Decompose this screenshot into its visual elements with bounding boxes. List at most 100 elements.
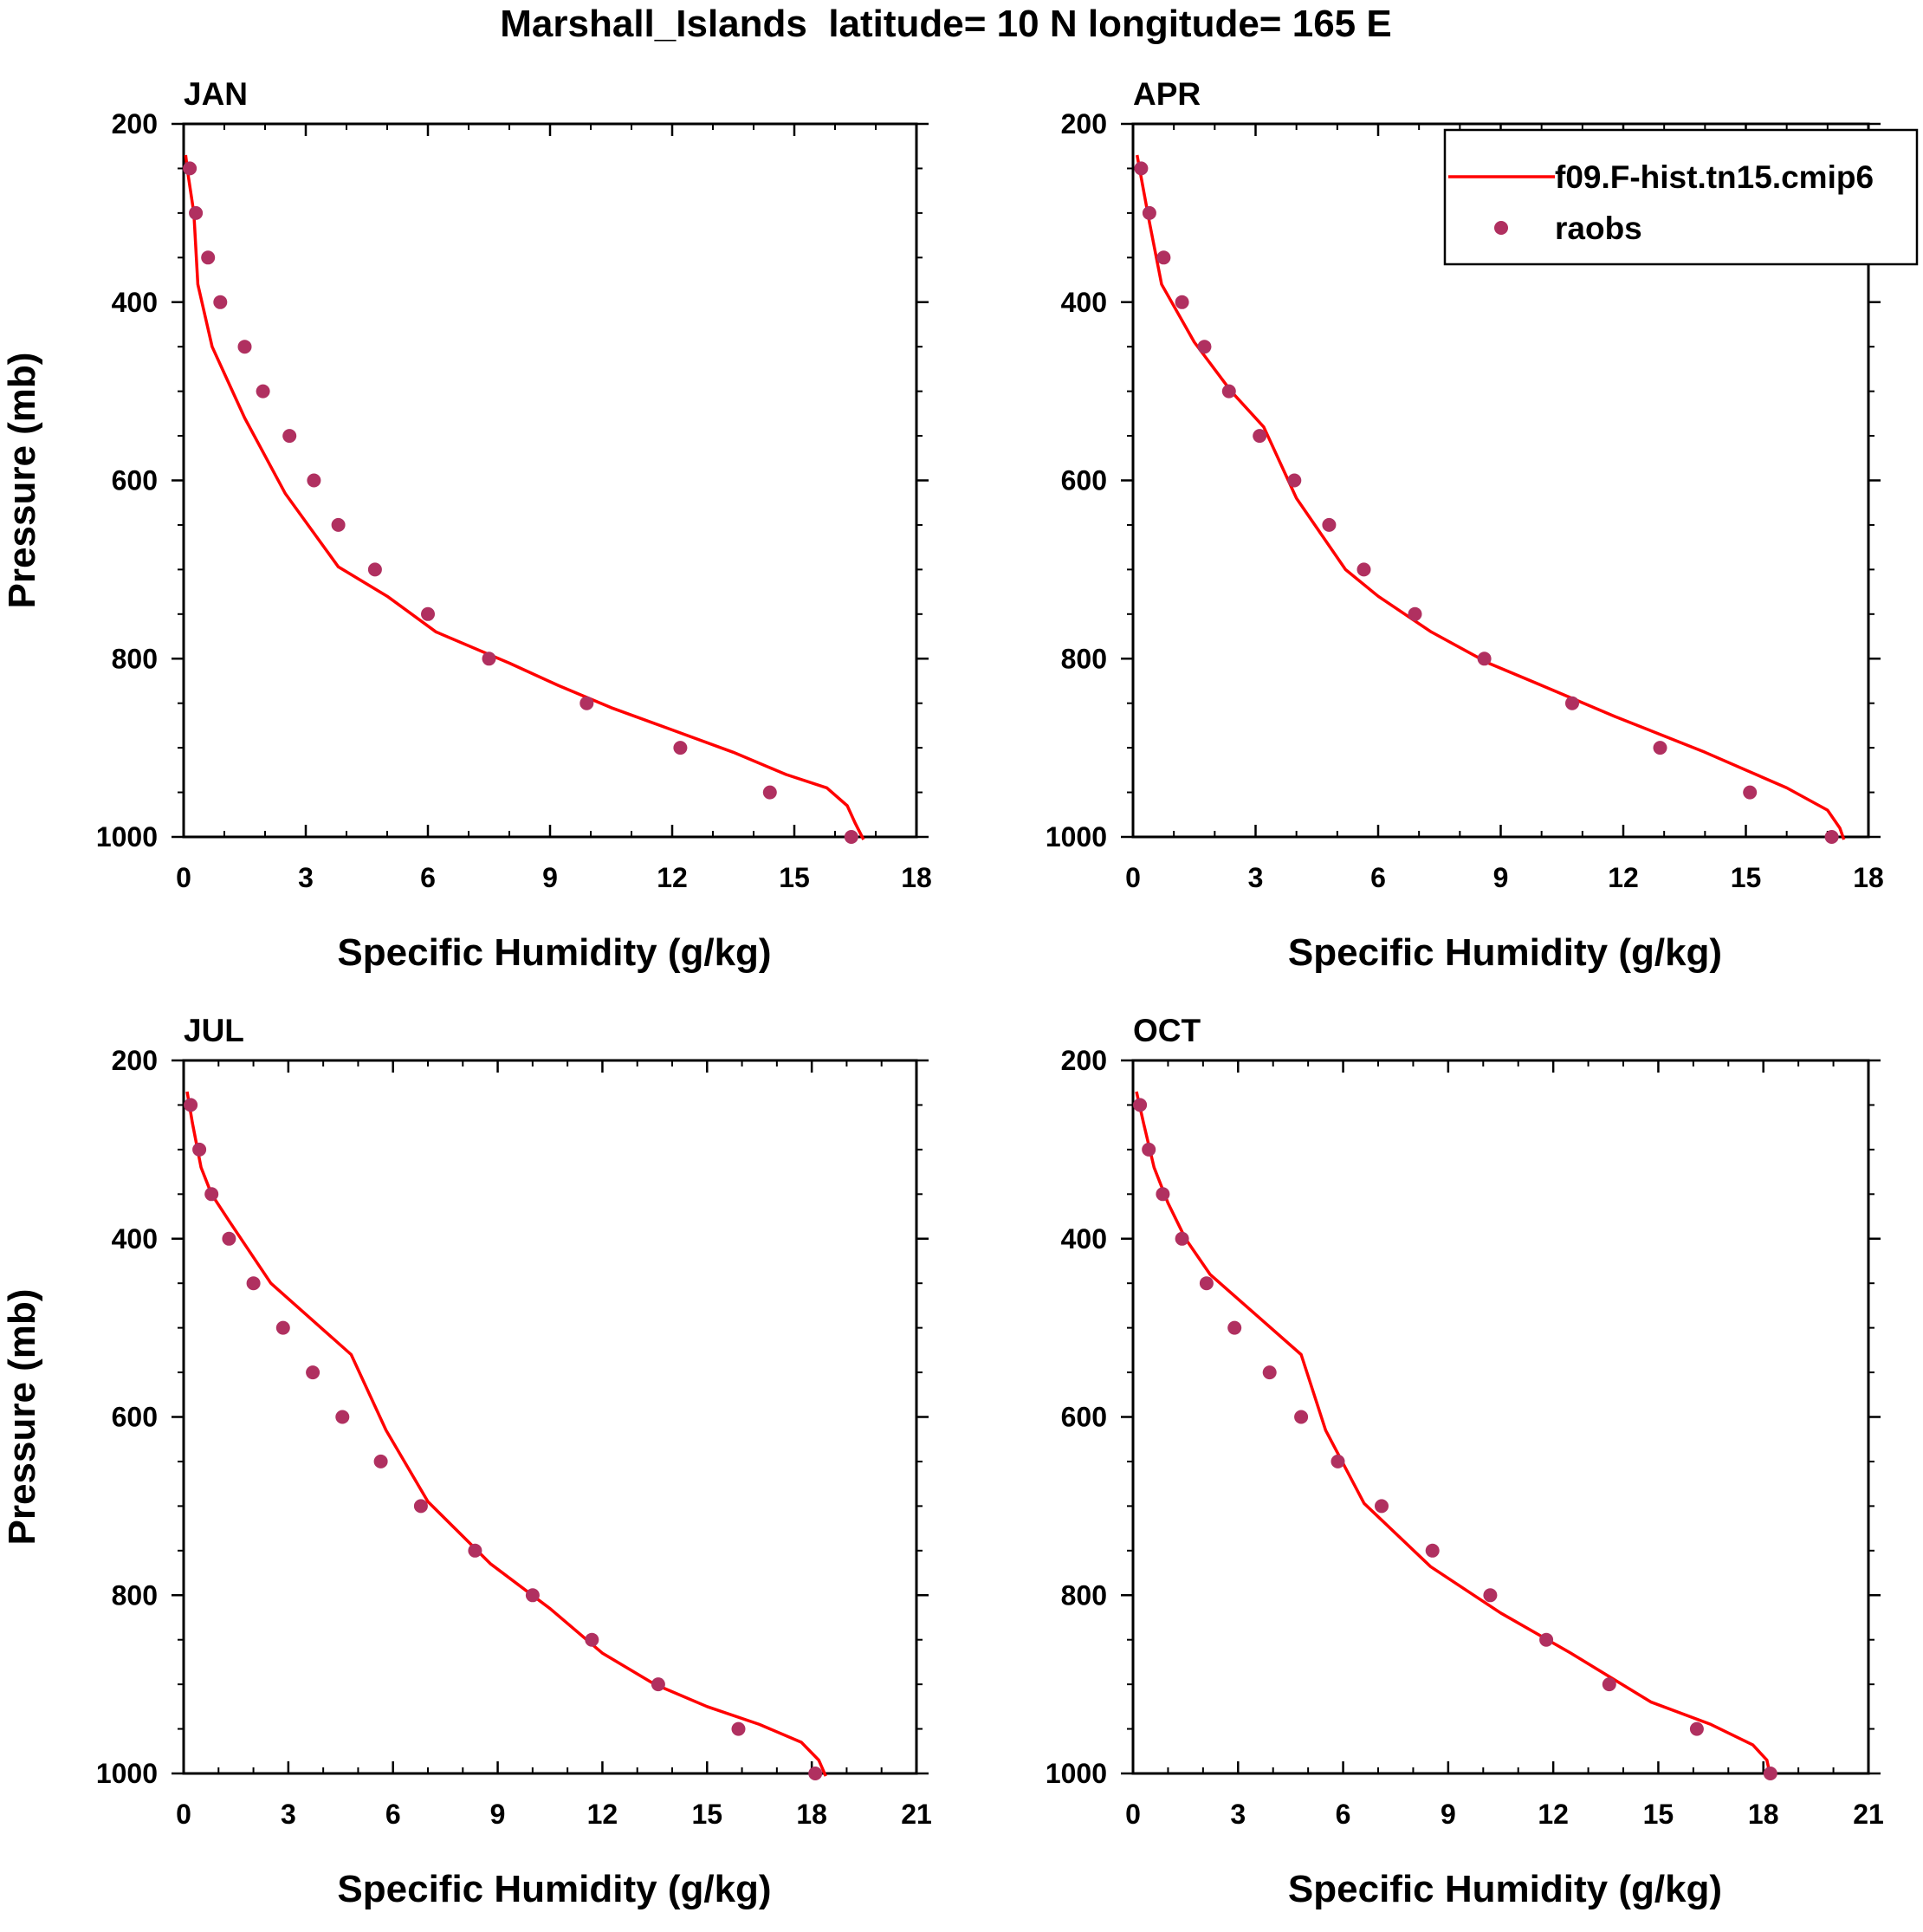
apr-model-line bbox=[1135, 154, 1846, 840]
jul-ytick-label: 800 bbox=[112, 1579, 158, 1611]
oct-raobs-point bbox=[1294, 1410, 1309, 1424]
apr-raobs-point bbox=[1824, 830, 1839, 844]
jul-raobs-point bbox=[335, 1410, 350, 1424]
oct-raobs-point bbox=[1133, 1098, 1148, 1112]
jan-raobs-point bbox=[189, 205, 204, 220]
oct-xtick-label: 12 bbox=[1538, 1799, 1569, 1830]
jul-raobs-point bbox=[585, 1632, 599, 1647]
jan-raobs-point bbox=[762, 785, 777, 800]
oct-raobs-point bbox=[1539, 1632, 1554, 1647]
jan-ytick-label: 600 bbox=[112, 465, 158, 496]
jan-xtick-label: 9 bbox=[542, 862, 558, 893]
jul-ytick-label: 400 bbox=[112, 1223, 158, 1255]
jul-raobs-point bbox=[808, 1767, 823, 1780]
panel-apr: APR 0 3 6 9 12 15 18 200 400 600 800 1000 Specific Hu… bbox=[1046, 76, 1884, 974]
apr-raobs-point bbox=[1175, 295, 1189, 309]
jul-panel-title: JUL bbox=[184, 1013, 244, 1048]
jan-raobs-point bbox=[579, 696, 594, 710]
apr-raobs-point bbox=[1653, 741, 1667, 755]
apr-raobs-point bbox=[1287, 473, 1302, 488]
jan-ytick-label: 400 bbox=[112, 287, 158, 318]
apr-raobs-point bbox=[1253, 429, 1267, 444]
jul-xtick-label: 18 bbox=[796, 1799, 827, 1830]
legend-obs-marker bbox=[1494, 221, 1508, 235]
panel-jul: JUL 0 3 6 9 12 15 18 21 200 400 600 800 1000 Specific … bbox=[1, 1013, 932, 1910]
apr-ytick-label: 600 bbox=[1061, 465, 1107, 496]
oct-ytick-label: 600 bbox=[1061, 1402, 1107, 1433]
jul-raobs-point bbox=[246, 1276, 261, 1291]
jan-xtick-label: 12 bbox=[657, 862, 688, 893]
oct-raobs-point bbox=[1156, 1187, 1170, 1202]
apr-raobs-point bbox=[1134, 161, 1149, 176]
jul-x-axis-label: Specific Humidity (g/kg) bbox=[337, 1868, 771, 1910]
oct-ytick-label: 1000 bbox=[1046, 1758, 1107, 1789]
jan-ytick-label: 1000 bbox=[96, 821, 158, 853]
apr-raobs-point bbox=[1156, 250, 1171, 265]
apr-raobs-point bbox=[1221, 384, 1236, 399]
oct-raobs-point bbox=[1142, 1142, 1156, 1157]
jan-panel-title: JAN bbox=[184, 76, 248, 112]
apr-ytick-label: 400 bbox=[1061, 287, 1107, 318]
jul-y-axis-label: Pressure (mb) bbox=[1, 1289, 43, 1546]
oct-raobs-point bbox=[1375, 1499, 1389, 1514]
oct-raobs-point bbox=[1602, 1677, 1616, 1692]
jul-raobs-point bbox=[184, 1098, 198, 1112]
jul-raobs-point bbox=[306, 1365, 320, 1380]
apr-xtick-label: 12 bbox=[1608, 862, 1639, 893]
jul-xtick-label: 0 bbox=[176, 1799, 191, 1830]
jan-raobs-point bbox=[183, 161, 197, 176]
oct-ytick-label: 400 bbox=[1061, 1223, 1107, 1255]
oct-ytick-label: 200 bbox=[1061, 1045, 1107, 1076]
jul-xtick-label: 9 bbox=[490, 1799, 506, 1830]
oct-xtick-label: 18 bbox=[1748, 1799, 1779, 1830]
jul-raobs-point bbox=[204, 1187, 219, 1202]
jan-raobs-point bbox=[367, 562, 382, 577]
panel-jan: JAN 0 3 6 9 12 15 18 200 400 600 800 1000 Specific Hu… bbox=[1, 76, 932, 974]
jul-raobs-point bbox=[525, 1588, 540, 1603]
oct-raobs-point bbox=[1262, 1365, 1277, 1380]
jan-raobs-point bbox=[237, 340, 252, 354]
legend: f09.F-hist.tn15.cmip6 raobs bbox=[1443, 128, 1919, 266]
jul-raobs-point bbox=[413, 1499, 428, 1514]
oct-xtick-label: 15 bbox=[1643, 1799, 1674, 1830]
jan-xtick-label: 3 bbox=[298, 862, 314, 893]
apr-raobs-point bbox=[1565, 696, 1579, 710]
jul-raobs-point bbox=[192, 1142, 207, 1157]
legend-obs-label: raobs bbox=[1555, 211, 1642, 246]
apr-ytick-label: 200 bbox=[1061, 108, 1107, 139]
oct-xtick-label: 6 bbox=[1336, 1799, 1351, 1830]
jan-raobs-point bbox=[331, 517, 346, 532]
apr-raobs-point bbox=[1356, 562, 1371, 577]
apr-x-axis-label: Specific Humidity (g/kg) bbox=[1288, 931, 1722, 974]
apr-xtick-label: 18 bbox=[1853, 862, 1884, 893]
figure-title: Marshall_Islands latitude= 10 N longitud… bbox=[500, 3, 1391, 45]
apr-raobs-point bbox=[1197, 340, 1212, 354]
jul-raobs-point bbox=[731, 1721, 746, 1736]
oct-panel-title: OCT bbox=[1133, 1013, 1201, 1048]
jan-x-axis-label: Specific Humidity (g/kg) bbox=[337, 931, 771, 974]
jul-model-line bbox=[185, 1091, 827, 1777]
oct-raobs-point bbox=[1425, 1543, 1440, 1558]
jul-xtick-label: 6 bbox=[385, 1799, 401, 1830]
jul-ytick-label: 600 bbox=[112, 1402, 158, 1433]
jan-plot-frame bbox=[182, 122, 918, 839]
legend-model-label: f09.F-hist.tn15.cmip6 bbox=[1555, 159, 1874, 195]
apr-raobs-point bbox=[1743, 785, 1758, 800]
oct-plot-frame bbox=[1131, 1059, 1870, 1775]
jan-raobs-point bbox=[307, 473, 321, 488]
apr-xtick-label: 3 bbox=[1248, 862, 1264, 893]
apr-raobs-point bbox=[1408, 606, 1422, 621]
apr-ytick-label: 1000 bbox=[1046, 821, 1107, 853]
jul-raobs-point bbox=[222, 1231, 236, 1246]
oct-raobs-point bbox=[1199, 1276, 1214, 1291]
jan-ytick-label: 800 bbox=[112, 643, 158, 674]
oct-ytick-label: 800 bbox=[1061, 1579, 1107, 1611]
jan-raobs-point bbox=[421, 606, 435, 621]
jan-xtick-label: 0 bbox=[176, 862, 191, 893]
oct-raobs-point bbox=[1483, 1588, 1498, 1603]
apr-xtick-label: 0 bbox=[1125, 862, 1141, 893]
jul-ytick-label: 1000 bbox=[96, 1758, 158, 1789]
apr-ytick-label: 800 bbox=[1061, 643, 1107, 674]
